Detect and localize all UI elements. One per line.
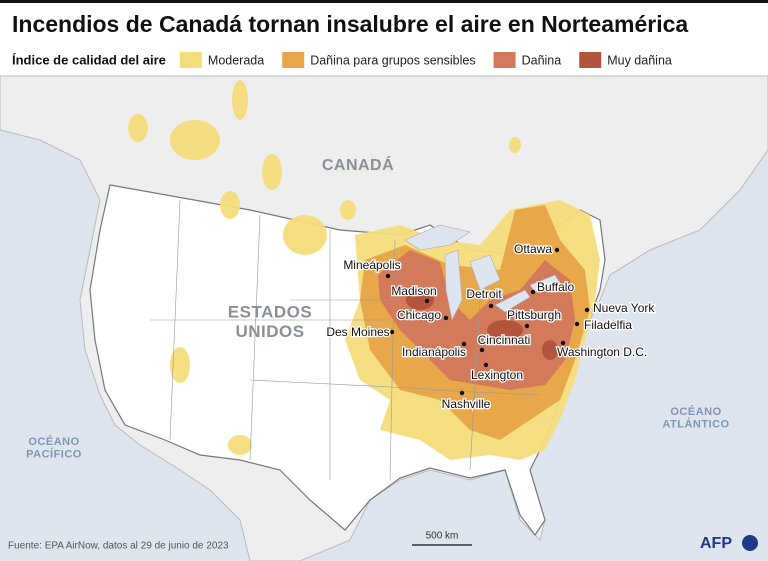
city-dot: [560, 340, 566, 346]
city-label: Ottawa: [514, 242, 552, 256]
legend-swatch: [579, 52, 602, 68]
city-label: Washington D.C.: [557, 345, 647, 359]
great-lakes: [404, 224, 561, 321]
very-harmful-zones: [406, 290, 558, 360]
legend-swatch: [282, 52, 305, 68]
city-dot: [479, 347, 485, 353]
city-dot: [483, 362, 489, 368]
logo: AFP: [700, 535, 732, 552]
top-bar: [0, 0, 768, 3]
labels: CANADÁESTADOSUNIDOSOCÉANOPACÍFICOOCÉANOA…: [26, 155, 729, 460]
city-dot: [385, 273, 391, 279]
legend-label: Dañina: [522, 53, 562, 67]
city-label: Chicago: [397, 308, 441, 322]
city-dot: [389, 329, 395, 335]
city-dot: [443, 315, 449, 321]
area-label: PACÍFICO: [26, 448, 82, 461]
city-dot: [459, 390, 465, 396]
city-label: Nueva York: [593, 301, 655, 315]
city-label: Cincinnati: [478, 333, 531, 347]
area-label: OCÉANO: [28, 435, 79, 448]
legend: Índice de calidad del aire Moderada Dañina…: [12, 52, 672, 68]
logo-dot: [742, 535, 758, 551]
map-area: 500 km: [0, 75, 768, 561]
city-dot: [554, 247, 560, 253]
city-label: Lexington: [471, 368, 523, 382]
city-dot: [584, 307, 590, 313]
city-dot: [530, 289, 536, 295]
scale-label: 500 km: [426, 531, 459, 542]
area-label: OCÉANO: [670, 405, 721, 418]
legend-label: Muy dañina: [607, 53, 672, 67]
city-label: Nashville: [442, 397, 491, 411]
area-label: ESTADOS: [228, 302, 312, 321]
city-dot: [574, 321, 580, 327]
legend-swatch: [493, 52, 516, 68]
city-dot: [424, 298, 430, 304]
legend-label: Dañina para grupos sensibles: [310, 53, 475, 67]
city-label: Indianápolis: [402, 345, 466, 359]
legend-title: Índice de calidad del aire: [12, 52, 166, 67]
area-label: UNIDOS: [235, 322, 304, 341]
city-label: Des Moines: [326, 325, 389, 339]
title: Incendios de Canadá tornan insalubre el …: [12, 11, 688, 37]
legend-label: Moderada: [208, 53, 264, 67]
area-label: ATLÁNTICO: [662, 418, 729, 431]
area-label: CANADÁ: [322, 155, 394, 174]
city-dot: [488, 303, 494, 309]
city-dot: [524, 323, 530, 329]
source: Fuente: EPA AirNow, datos al 29 de junio…: [8, 541, 229, 552]
state-lines: [150, 199, 541, 481]
city-label: Mineápolis: [343, 258, 400, 272]
city-dot: [461, 341, 467, 347]
legend-swatch: [179, 52, 202, 68]
city-label: Buffalo: [537, 280, 574, 294]
city-label: Madison: [391, 284, 436, 298]
harmful-zones: [378, 250, 575, 390]
city-label: Detroit: [466, 287, 502, 301]
city-label: Pittsburgh: [507, 308, 561, 322]
city-label: Filadelfia: [584, 318, 632, 332]
